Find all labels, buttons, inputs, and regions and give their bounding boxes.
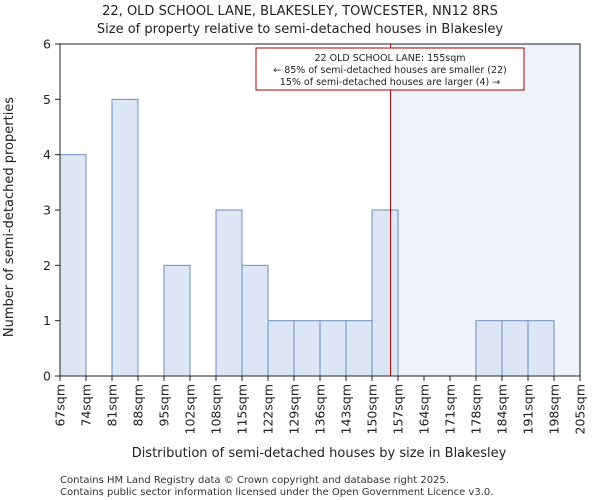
bar-136sqm: [319, 320, 347, 377]
bar-143sqm: [345, 320, 373, 377]
bars-group: [59, 98, 555, 377]
bar-81sqm: [111, 98, 139, 377]
chart-subtitle: Size of property relative to semi-detach…: [97, 22, 503, 37]
x-tick-label: 191sqm: [521, 384, 536, 434]
bar-191sqm: [527, 320, 555, 377]
x-tick-label: 164sqm: [417, 384, 432, 434]
bar-95sqm: [163, 264, 191, 377]
x-tick-label: 157sqm: [391, 384, 406, 434]
bar-150sqm: [371, 209, 399, 377]
bar-178sqm: [475, 320, 503, 377]
x-tick-label: 74sqm: [79, 384, 94, 427]
y-tick-label: 4: [43, 147, 51, 162]
x-tick-label: 108sqm: [209, 384, 224, 434]
annotation-line-3: 15% of semi-detached houses are larger (…: [280, 77, 500, 88]
y-axis-ticks: 0 1 2 3 4 5 6: [43, 37, 60, 384]
footer-line-1: Contains HM Land Registry data © Crown c…: [60, 475, 449, 486]
annotation-frame: [255, 47, 525, 91]
x-tick-label: 198sqm: [547, 384, 562, 434]
x-tick-label: 67sqm: [53, 384, 68, 427]
bar-184sqm: [501, 320, 529, 377]
bar-67sqm: [59, 154, 87, 377]
x-tick-label: 171sqm: [443, 384, 458, 434]
bar-129sqm: [293, 320, 321, 377]
y-tick-label: 3: [43, 203, 51, 218]
annotation-line-1: 22 OLD SCHOOL LANE: 155sqm: [315, 53, 466, 64]
footer-line-2: Contains public sector information licen…: [60, 487, 493, 498]
x-axis-label: Distribution of semi-detached houses by …: [132, 446, 507, 461]
annotation-box: 22 OLD SCHOOL LANE: 155sqm ← 85% of semi…: [255, 47, 525, 91]
chart-title: 22, OLD SCHOOL LANE, BLAKESLEY, TOWCESTE…: [102, 4, 498, 19]
x-tick-label: 95sqm: [157, 384, 172, 427]
x-tick-label: 136sqm: [313, 384, 328, 434]
x-tick-label: 143sqm: [339, 384, 354, 434]
y-axis-label: Number of semi-detached properties: [2, 97, 17, 337]
y-tick-label: 2: [43, 258, 51, 273]
x-tick-label: 88sqm: [131, 384, 146, 427]
bar-115sqm: [241, 264, 269, 377]
annotation-line-2: ← 85% of semi-detached houses are smalle…: [273, 65, 507, 76]
x-tick-label: 129sqm: [287, 384, 302, 434]
x-tick-label: 122sqm: [261, 384, 276, 434]
x-tick-label: 150sqm: [365, 384, 380, 434]
y-tick-label: 6: [43, 37, 51, 52]
plot-frame: [59, 43, 581, 377]
x-tick-label: 205sqm: [573, 384, 588, 434]
x-tick-label: 178sqm: [469, 384, 484, 434]
x-tick-label: 184sqm: [495, 384, 510, 434]
y-tick-label: 5: [43, 92, 51, 107]
y-tick-label: 0: [43, 369, 51, 384]
x-tick-label: 81sqm: [105, 384, 120, 427]
bar-108sqm: [215, 209, 243, 377]
y-tick-label: 1: [43, 313, 51, 328]
bar-122sqm: [267, 320, 295, 377]
x-axis-ticks: 67sqm 74sqm 81sqm 88sqm 95sqm 102sqm 108sqm 115…: [53, 376, 588, 434]
x-tick-label: 115sqm: [235, 384, 250, 434]
x-tick-label: 102sqm: [183, 384, 198, 434]
